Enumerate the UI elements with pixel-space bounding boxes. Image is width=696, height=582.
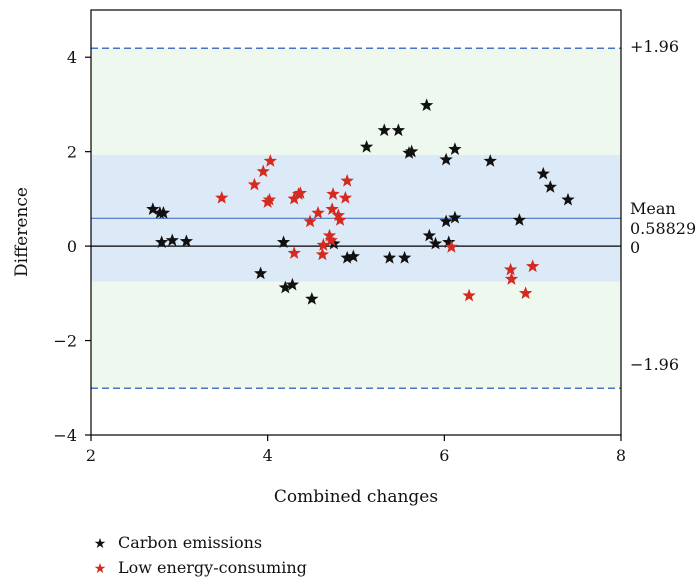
ref-label-lower: −1.96 <box>630 355 679 374</box>
axes: 2 4 6 8 −4 −2 0 2 4 <box>53 9 626 465</box>
y-axis-title: Difference <box>12 187 32 277</box>
point-low-energy-24 <box>503 262 518 276</box>
point-low-energy-4 <box>262 192 277 206</box>
point-carbon-12 <box>340 250 354 264</box>
point-low-energy-18 <box>331 208 345 222</box>
data-points <box>146 98 575 305</box>
point-low-energy-25 <box>504 272 519 285</box>
point-low-energy-21 <box>340 173 354 187</box>
point-low-energy-17 <box>326 187 340 200</box>
x-tick-label-3: 8 <box>616 446 626 465</box>
point-carbon-26 <box>442 235 456 248</box>
point-low-energy-10 <box>303 214 317 228</box>
point-carbon-0 <box>146 202 160 215</box>
point-carbon-30 <box>512 213 527 226</box>
legend-label-carbon: Carbon emissions <box>118 533 262 552</box>
y-tick-label-0: −4 <box>53 426 77 445</box>
point-low-energy-12 <box>315 247 330 261</box>
y-tick-label-3: 2 <box>67 143 77 162</box>
point-low-energy-14 <box>322 228 337 242</box>
ref-label-mean-value: 0.58829 <box>630 219 696 238</box>
point-low-energy-19 <box>333 213 347 226</box>
reference-lines <box>91 47 621 389</box>
point-carbon-27 <box>448 142 462 155</box>
legend: ★ Carbon emissions ★ Low energy-consumin… <box>94 533 307 577</box>
point-low-energy-27 <box>526 259 540 273</box>
point-low-energy-9 <box>293 186 308 199</box>
point-low-energy-26 <box>518 286 533 299</box>
plot-frame <box>90 9 622 436</box>
point-carbon-20 <box>404 144 419 158</box>
ref-label-upper: +1.96 <box>630 37 679 56</box>
ref-label-mean-word: Mean <box>630 199 676 218</box>
point-carbon-16 <box>382 250 397 264</box>
point-carbon-6 <box>253 266 268 280</box>
point-low-energy-6 <box>287 191 301 205</box>
point-carbon-24 <box>439 152 453 166</box>
y-tick-label-1: −2 <box>53 332 77 351</box>
point-carbon-8 <box>278 280 292 294</box>
x-axis-title: Combined changes <box>274 487 438 507</box>
x-tick-label-1: 4 <box>263 446 273 465</box>
point-low-energy-1 <box>247 177 262 191</box>
point-low-energy-7 <box>287 246 301 259</box>
point-low-energy-11 <box>311 206 325 219</box>
x-tick-label-0: 2 <box>86 446 96 465</box>
point-carbon-18 <box>397 250 412 264</box>
point-carbon-5 <box>179 234 194 248</box>
legend-marker-carbon: ★ <box>94 536 107 552</box>
point-carbon-14 <box>359 139 374 153</box>
point-carbon-13 <box>346 249 361 263</box>
point-low-energy-23 <box>462 288 476 302</box>
point-carbon-28 <box>448 210 462 224</box>
point-low-energy-16 <box>325 202 339 215</box>
y-tick-label-2: 0 <box>67 237 77 256</box>
point-carbon-33 <box>561 192 575 206</box>
point-low-energy-0 <box>215 190 229 204</box>
point-carbon-7 <box>276 235 291 248</box>
point-low-energy-15 <box>324 233 338 247</box>
point-carbon-21 <box>420 98 434 112</box>
point-carbon-32 <box>543 180 557 193</box>
point-carbon-31 <box>536 166 550 180</box>
x-tick-label-2: 6 <box>439 446 449 465</box>
point-carbon-10 <box>305 292 319 305</box>
point-carbon-4 <box>165 233 179 247</box>
point-low-energy-13 <box>316 238 330 251</box>
point-carbon-29 <box>483 154 497 167</box>
point-carbon-9 <box>285 277 300 291</box>
legend-marker-low-energy: ★ <box>94 561 107 577</box>
point-low-energy-5 <box>263 154 277 167</box>
point-carbon-3 <box>155 235 169 248</box>
point-carbon-23 <box>428 236 443 250</box>
point-carbon-2 <box>156 206 171 219</box>
y-tick-label-4: 4 <box>67 48 77 67</box>
point-carbon-22 <box>422 228 436 242</box>
point-carbon-15 <box>377 123 391 137</box>
point-carbon-25 <box>439 214 453 228</box>
ref-label-zero: 0 <box>630 238 640 257</box>
legend-label-low-energy: Low energy-consuming <box>118 558 307 577</box>
point-low-energy-20 <box>338 190 353 204</box>
point-carbon-17 <box>391 123 406 137</box>
point-low-energy-22 <box>444 240 459 253</box>
point-low-energy-2 <box>256 164 270 178</box>
